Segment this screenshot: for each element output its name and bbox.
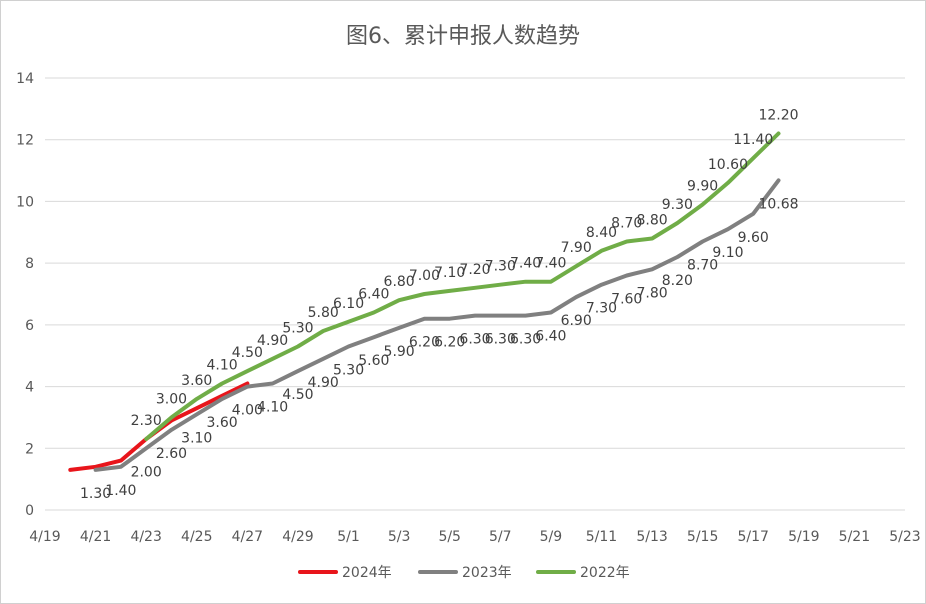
data-label: 8.70 [687, 258, 718, 274]
data-label: 3.60 [181, 373, 212, 389]
data-label: 7.60 [611, 291, 642, 307]
x-tick-label: 5/1 [337, 529, 360, 545]
data-label: 7.30 [586, 301, 617, 317]
data-label: 6.80 [384, 274, 415, 290]
data-label: 6.10 [333, 296, 364, 312]
x-tick-label: 5/15 [687, 529, 718, 545]
data-label: 4.10 [257, 399, 288, 415]
y-tick-label: 12 [16, 133, 34, 149]
x-tick-label: 5/3 [388, 529, 411, 545]
data-label: 7.00 [409, 268, 440, 284]
data-label: 5.30 [282, 320, 313, 336]
data-label: 2.30 [131, 413, 162, 429]
legend: 2024年 2023年 2022年 [298, 565, 630, 581]
data-label: 6.20 [434, 335, 465, 351]
data-label: 3.00 [156, 391, 187, 407]
y-tick-label: 8 [25, 256, 34, 272]
data-labels: 1.301.402.002.603.103.604.004.104.504.90… [80, 108, 799, 502]
y-tick-label: 2 [25, 441, 34, 457]
data-label: 9.90 [687, 179, 718, 195]
data-label: 10.60 [708, 157, 748, 173]
data-label: 7.40 [510, 256, 541, 272]
data-label: 6.40 [358, 287, 389, 303]
data-label: 7.20 [459, 262, 490, 278]
data-label: 5.30 [333, 362, 364, 378]
y-tick-label: 6 [25, 318, 34, 334]
data-label: 10.68 [758, 196, 798, 212]
data-label: 8.80 [636, 212, 667, 228]
x-tick-label: 5/23 [889, 529, 920, 545]
data-label: 4.50 [282, 387, 313, 403]
data-label: 6.30 [510, 332, 541, 348]
data-label: 7.90 [561, 240, 592, 256]
x-tick-label: 5/21 [839, 529, 870, 545]
y-tick-label: 10 [16, 194, 34, 210]
x-tick-label: 4/23 [130, 529, 161, 545]
data-label: 6.30 [459, 332, 490, 348]
x-tick-label: 5/11 [586, 529, 617, 545]
series-lines [68, 131, 781, 472]
data-label: 12.20 [758, 108, 798, 124]
x-tick-label: 4/25 [181, 529, 212, 545]
legend-label: 2023年 [462, 565, 512, 581]
x-tick-label: 5/9 [540, 529, 563, 545]
data-label: 8.70 [611, 216, 642, 232]
data-label: 2.00 [131, 464, 162, 480]
data-label: 2.60 [156, 446, 187, 462]
data-label: 3.60 [206, 415, 237, 431]
x-tick-label: 5/13 [636, 529, 667, 545]
x-tick-label: 4/21 [80, 529, 111, 545]
legend-label: 2022年 [580, 565, 630, 581]
data-label: 9.60 [738, 230, 769, 246]
data-label: 6.20 [409, 335, 440, 351]
chart-title: 图6、累计申报人数趋势 [346, 24, 580, 49]
data-label: 6.40 [535, 329, 566, 345]
data-label: 4.10 [206, 357, 237, 373]
data-label: 4.50 [232, 345, 263, 361]
series-line-2 [144, 131, 781, 441]
data-label: 9.10 [712, 245, 743, 261]
data-label: 7.40 [535, 256, 566, 272]
x-tick-label: 5/19 [788, 529, 819, 545]
data-label: 11.40 [733, 132, 773, 148]
data-label: 5.60 [358, 353, 389, 369]
y-tick-label: 4 [25, 380, 34, 396]
data-label: 5.90 [384, 344, 415, 360]
data-label: 6.90 [561, 313, 592, 329]
y-tick-label: 14 [16, 71, 34, 87]
y-tick-label: 0 [25, 503, 34, 519]
series-line-1 [93, 178, 781, 472]
x-tick-label: 5/7 [489, 529, 512, 545]
legend-label: 2024年 [342, 565, 392, 581]
data-label: 7.30 [485, 259, 516, 275]
x-tick-label: 4/19 [29, 529, 60, 545]
data-label: 5.80 [308, 305, 339, 321]
data-label: 3.10 [181, 430, 212, 446]
data-label: 7.10 [434, 265, 465, 281]
data-label: 1.30 [80, 486, 111, 502]
data-label: 7.80 [636, 285, 667, 301]
x-tick-label: 5/17 [738, 529, 769, 545]
data-label: 4.90 [257, 333, 288, 349]
data-label: 1.40 [105, 483, 136, 499]
x-tick-label: 4/29 [282, 529, 313, 545]
x-tick-label: 4/27 [232, 529, 263, 545]
data-label: 8.20 [662, 273, 693, 289]
axes: 0 2 4 6 8 10 12 14 4/19 4/21 4/23 4/25 4/27 4/29 5/1 5/… [16, 71, 921, 545]
x-tick-label: 5/5 [438, 529, 461, 545]
data-label: 6.30 [485, 332, 516, 348]
data-label: 8.40 [586, 225, 617, 241]
data-label: 4.00 [232, 403, 263, 419]
data-label: 4.90 [308, 375, 339, 391]
data-label: 9.30 [662, 197, 693, 213]
